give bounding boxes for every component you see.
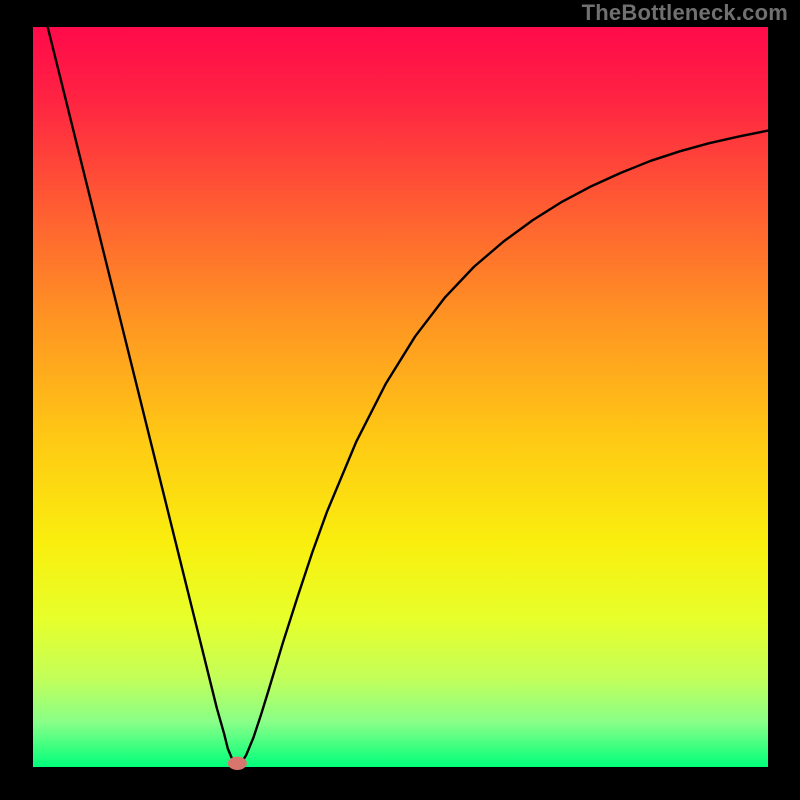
- plot-area: [33, 27, 768, 767]
- bottleneck-min-marker: [228, 757, 247, 770]
- attribution-text: TheBottleneck.com: [582, 0, 788, 26]
- chart-root: TheBottleneck.com: [0, 0, 800, 800]
- chart-svg: [0, 0, 800, 800]
